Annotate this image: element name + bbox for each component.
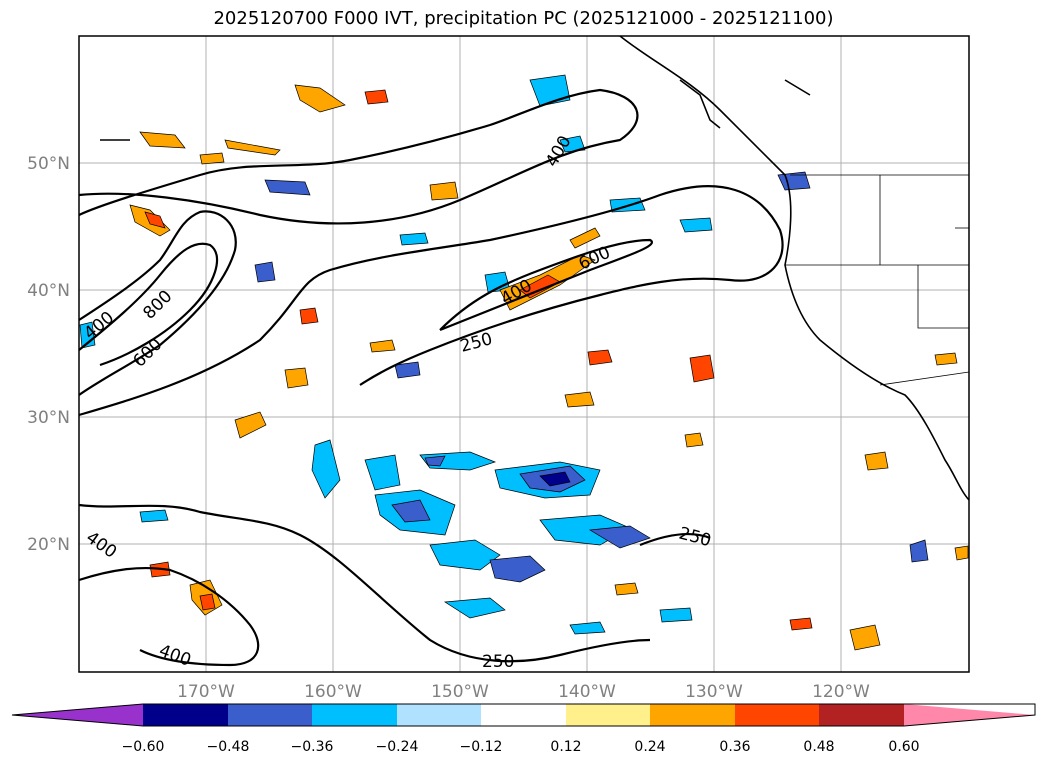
colorbar-labels: −0.60 −0.48 −0.36 −0.24 −0.12 0.12 0.24 … bbox=[122, 739, 920, 755]
colorbar-bin bbox=[143, 704, 228, 726]
colorbar-tick-label: −0.48 bbox=[207, 739, 250, 755]
lat-label: 30°N bbox=[27, 408, 70, 428]
colorbar-bin bbox=[819, 704, 904, 726]
colorbar-extend-right bbox=[904, 704, 1035, 726]
lon-label: 170°W bbox=[177, 682, 235, 702]
map-title: 2025120700 F000 IVT, precipitation PC (2… bbox=[213, 8, 834, 29]
lon-label: 120°W bbox=[812, 682, 870, 702]
colorbar bbox=[11, 703, 1036, 727]
ivt-contours bbox=[78, 88, 784, 667]
colorbar-tick-label: 0.24 bbox=[634, 739, 665, 755]
latitude-labels: 50°N 40°N 30°N 20°N bbox=[27, 154, 70, 555]
colorbar-bin bbox=[566, 704, 650, 726]
lat-label: 20°N bbox=[27, 535, 70, 555]
longitude-labels: 170°W 160°W 150°W 140°W 130°W 120°W bbox=[177, 682, 870, 702]
colorbar-tick-label: −0.12 bbox=[460, 739, 503, 755]
colorbar-tick-label: 0.48 bbox=[803, 739, 834, 755]
lon-label: 160°W bbox=[304, 682, 362, 702]
colorbar-bin bbox=[735, 704, 819, 726]
colorbar-tick-label: −0.36 bbox=[291, 739, 334, 755]
contour-label: 250 bbox=[482, 652, 514, 672]
colorbar-extend-left bbox=[12, 704, 143, 726]
coastline bbox=[100, 35, 970, 501]
colorbar-bin bbox=[481, 704, 566, 726]
colorbar-bin bbox=[650, 704, 735, 726]
colorbar-bin bbox=[312, 704, 397, 726]
colorbar-tick-label: −0.60 bbox=[122, 739, 165, 755]
lon-label: 140°W bbox=[558, 682, 616, 702]
colorbar-bin bbox=[397, 704, 481, 726]
colorbar-tick-label: 0.36 bbox=[719, 739, 750, 755]
grid-lines bbox=[79, 36, 969, 672]
lon-label: 150°W bbox=[431, 682, 489, 702]
colorbar-bin bbox=[228, 704, 312, 726]
map-frame bbox=[78, 35, 970, 673]
state-borders bbox=[785, 174, 970, 386]
colorbar-tick-label: 0.60 bbox=[888, 739, 919, 755]
lat-label: 40°N bbox=[27, 281, 70, 301]
colorbar-tick-label: −0.24 bbox=[376, 739, 419, 755]
lon-label: 130°W bbox=[685, 682, 743, 702]
colorbar-tick-label: 0.12 bbox=[550, 739, 581, 755]
colorbar-outline bbox=[11, 703, 1036, 727]
lat-label: 50°N bbox=[27, 154, 70, 174]
